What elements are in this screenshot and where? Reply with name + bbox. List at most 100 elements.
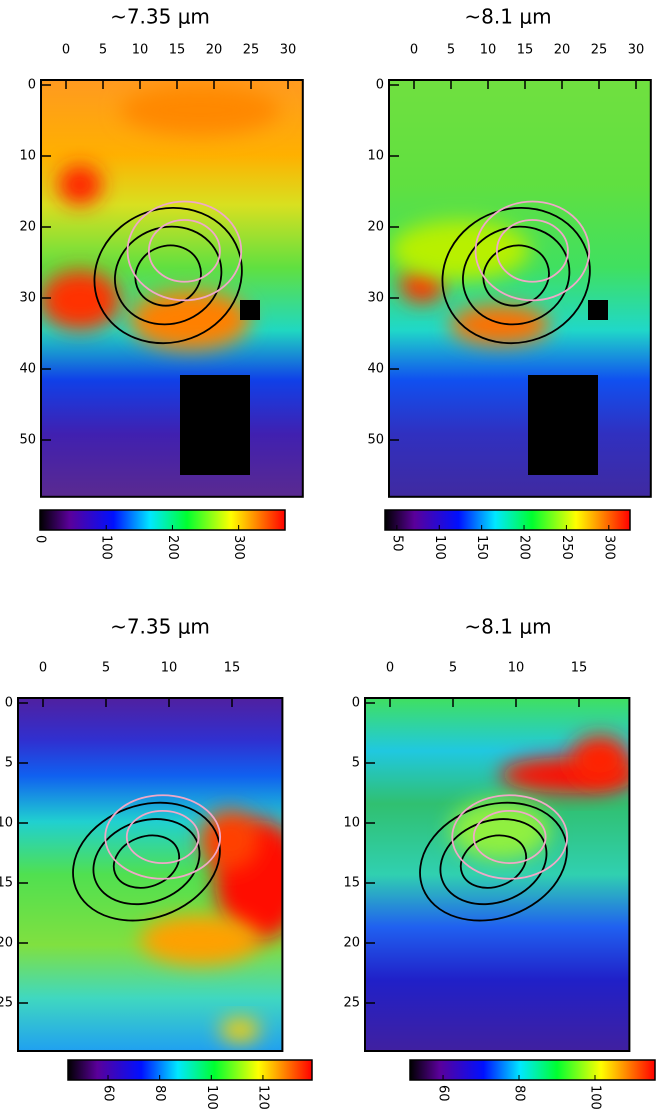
x-tick-label: 15 (517, 43, 534, 58)
contour (134, 244, 202, 307)
x-tick-label: 0 (62, 43, 70, 58)
x-tick-label: 15 (224, 661, 241, 676)
panel-title: ~7.35 μm (110, 5, 210, 29)
heatmap-region (58, 165, 102, 205)
contour (451, 794, 569, 880)
colorbar-tick-label: 0 (33, 535, 48, 543)
x-tick-label: 0 (39, 661, 47, 676)
y-tick-label: 10 (0, 816, 13, 831)
x-tick-label: 5 (99, 43, 107, 58)
contour (125, 810, 200, 865)
y-tick-label: 20 (343, 936, 360, 951)
x-tick-label: 0 (410, 43, 418, 58)
plot-frame (388, 79, 652, 498)
y-tick-label: 0 (5, 696, 13, 711)
contour (72, 801, 221, 922)
y-tick-label: 40 (19, 362, 36, 377)
colorbar (67, 1059, 313, 1081)
y-tick-label: 40 (367, 362, 384, 377)
y-tick-label: 0 (376, 78, 384, 93)
x-tick-label: 10 (480, 43, 497, 58)
y-tick-label: 10 (343, 816, 360, 831)
colorbar-tick-label: 60 (101, 1085, 116, 1102)
heatmap-image (389, 80, 651, 497)
y-tick-label: 50 (367, 433, 384, 448)
heatmap-region (41, 270, 120, 330)
contour (495, 219, 569, 283)
colorbar-tick-label: 80 (512, 1085, 527, 1102)
y-tick-label: 15 (0, 876, 13, 891)
contour (419, 801, 568, 922)
plot-frame (364, 697, 631, 1052)
x-tick-label: 5 (102, 661, 110, 676)
plot-frame (40, 79, 304, 498)
y-tick-label: 5 (5, 756, 13, 771)
contour (126, 200, 243, 302)
plot-frame (17, 697, 284, 1052)
panel-title: ~7.35 μm (110, 615, 210, 639)
colorbar (409, 1059, 656, 1081)
colorbar-tick-label: 100 (587, 1085, 602, 1110)
colorbar-tick-label: 100 (204, 1085, 219, 1110)
x-tick-label: 30 (628, 43, 645, 58)
colorbar-tick-label: 250 (559, 535, 574, 560)
x-tick-label: 5 (447, 43, 455, 58)
x-tick-label: 20 (206, 43, 223, 58)
x-tick-label: 15 (169, 43, 186, 58)
colorbar-tick-label: 200 (517, 535, 532, 560)
contour (93, 206, 243, 345)
contour (441, 206, 591, 345)
colorbar-tick-label: 200 (165, 535, 180, 560)
y-tick-label: 20 (19, 220, 36, 235)
x-tick-label: 20 (554, 43, 571, 58)
x-tick-label: 15 (571, 661, 588, 676)
y-tick-label: 25 (343, 996, 360, 1011)
y-tick-label: 30 (367, 291, 384, 306)
contour (474, 200, 591, 302)
y-tick-label: 25 (0, 996, 13, 1011)
masked-region (588, 300, 608, 320)
heatmap-image (41, 80, 303, 497)
colorbar-tick-label: 300 (231, 535, 246, 560)
y-tick-label: 20 (0, 936, 13, 951)
heatmap-image (18, 685, 283, 1051)
colorbar-tick-label: 50 (389, 535, 404, 552)
contour (104, 794, 222, 880)
heatmap-region (570, 735, 630, 785)
x-tick-label: 5 (449, 661, 457, 676)
heatmap-region (390, 220, 530, 280)
y-tick-label: 0 (352, 696, 360, 711)
y-tick-label: 20 (367, 220, 384, 235)
x-tick-label: 10 (508, 661, 525, 676)
x-tick-label: 25 (591, 43, 608, 58)
x-tick-label: 10 (161, 661, 178, 676)
contour (459, 834, 528, 889)
masked-region (240, 300, 260, 320)
colorbar-tick-label: 150 (474, 535, 489, 560)
panel-title: ~8.1 μm (464, 5, 551, 29)
colorbar-tick-label: 300 (601, 535, 616, 560)
y-tick-label: 10 (367, 149, 384, 164)
y-tick-label: 15 (343, 876, 360, 891)
x-tick-label: 25 (243, 43, 260, 58)
colorbar-tick-label: 80 (152, 1085, 167, 1102)
colorbar-tick-label: 60 (436, 1085, 451, 1102)
masked-region (190, 685, 215, 693)
panel-title: ~8.1 μm (464, 615, 551, 639)
y-tick-label: 50 (19, 433, 36, 448)
colorbar-tick-label: 100 (99, 535, 114, 560)
contour (482, 244, 550, 307)
panel: ~8.1 μm 0 5 10 15 0 5 10 15 20 25 60 80 100 (343, 615, 656, 1110)
colorbar-tick-label: 100 (432, 535, 447, 560)
heatmap-image (365, 698, 630, 1051)
heatmap-region (140, 915, 260, 965)
contour (147, 219, 221, 283)
colorbar (384, 509, 631, 531)
x-tick-label: 10 (132, 43, 149, 58)
panel: ~7.35 μm 0 5 10 15 0 5 10 15 20 25 60 80 100 120 (0, 615, 313, 1110)
colorbar (39, 509, 286, 531)
contour (472, 810, 547, 865)
